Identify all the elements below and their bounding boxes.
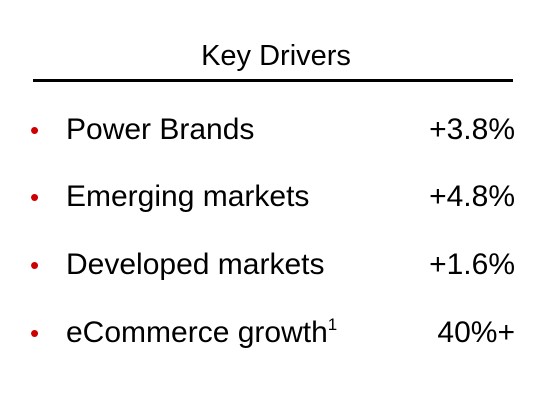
bullet: • [30, 250, 40, 280]
driver-value: 40%+ [437, 316, 515, 349]
driver-row: • eCommerce growth1 40%+ [0, 313, 552, 353]
bullet: • [30, 115, 40, 145]
driver-row: • Developed markets +1.6% [0, 245, 552, 285]
driver-value: +3.8% [429, 113, 515, 146]
driver-value: +1.6% [429, 248, 515, 281]
bullet: • [30, 182, 40, 212]
driver-value: +4.8% [429, 180, 515, 213]
driver-label: Emerging markets [66, 180, 310, 213]
driver-label: Developed markets [66, 248, 325, 281]
title: Key Drivers [201, 40, 351, 72]
driver-row: • Power Brands +3.8% [0, 110, 552, 150]
footnote-marker: 1 [327, 315, 338, 334]
driver-label-text: eCommerce growth [66, 316, 328, 349]
driver-label: eCommerce growth1 [66, 313, 337, 353]
driver-row: • Emerging markets +4.8% [0, 177, 552, 217]
title-rule [33, 79, 513, 82]
driver-label: Power Brands [66, 113, 255, 146]
bullet: • [30, 318, 40, 348]
